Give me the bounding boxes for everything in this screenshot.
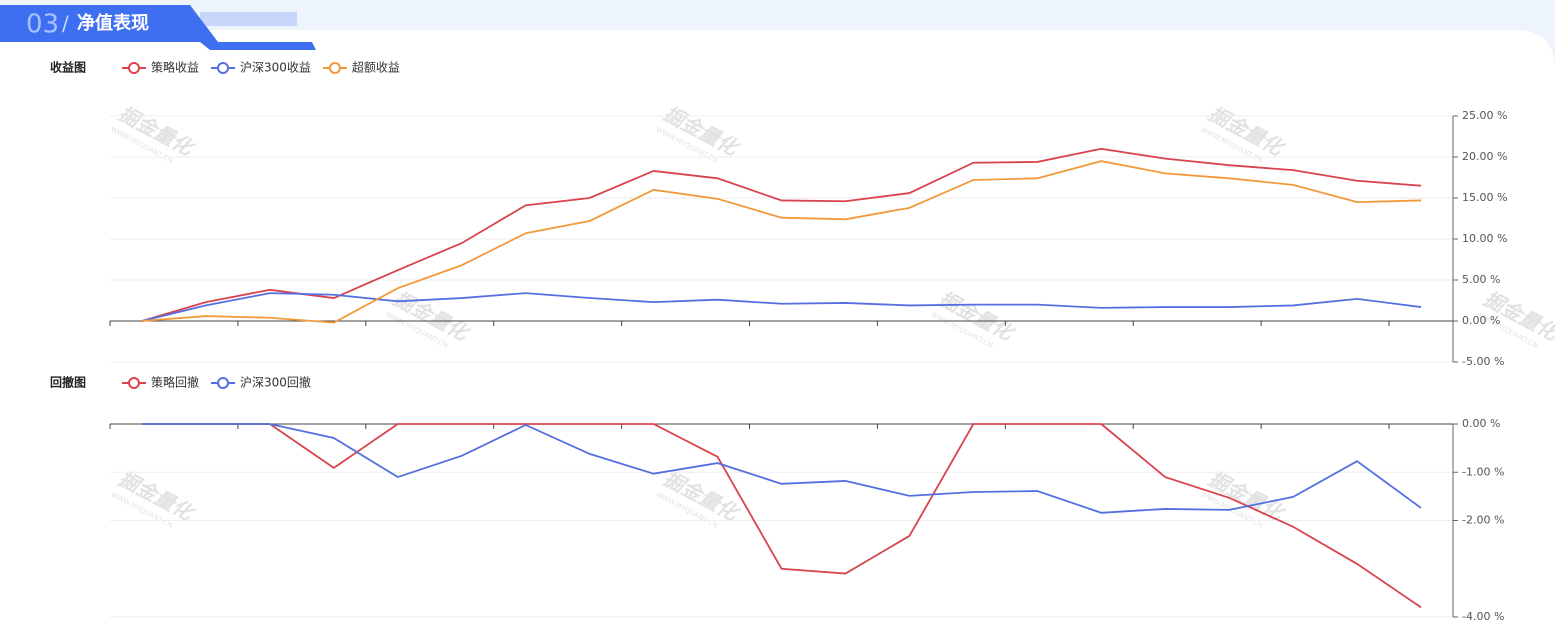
legend-label: 策略收益 (151, 60, 199, 75)
section-number: 03 (26, 10, 59, 40)
legend-marker (217, 377, 230, 389)
y-tick-label: -1.00 % (1462, 465, 1504, 478)
y-tick-label: 0.00 % (1462, 417, 1500, 430)
chart-title: 收益图 (50, 60, 86, 75)
tab-underline (200, 42, 316, 50)
y-tick-label: 0.00 % (1462, 314, 1500, 327)
series-line (141, 423, 1422, 514)
legend-label: 策略回撤 (151, 375, 199, 390)
y-tick-label: 25.00 % (1462, 109, 1507, 122)
y-tick-label: 15.00 % (1462, 191, 1507, 204)
y-tick-label: 20.00 % (1462, 150, 1507, 163)
series-line (141, 160, 1422, 324)
series-line (141, 147, 1422, 322)
section-title: 净值表现 (77, 12, 149, 34)
y-tick-label: -4.00 % (1462, 610, 1504, 623)
tab-accent (200, 12, 297, 26)
y-tick-label: -2.00 % (1462, 514, 1504, 527)
legend-marker (328, 62, 341, 74)
legend-marker (128, 377, 140, 389)
tab (0, 5, 218, 42)
legend-marker (217, 62, 230, 74)
legend-label: 超额收益 (352, 60, 400, 75)
legend-marker (128, 62, 140, 74)
series-line (141, 292, 1422, 322)
y-tick-label: -5.00 % (1462, 355, 1504, 368)
chart-title: 回撤图 (50, 375, 86, 390)
y-tick-label: 10.00 % (1462, 232, 1507, 245)
series-line (141, 423, 1422, 609)
section-separator: / (62, 12, 69, 36)
panel (0, 30, 1555, 624)
legend-label: 沪深300收益 (240, 61, 311, 75)
y-tick-label: 5.00 % (1462, 273, 1500, 286)
legend-label: 沪深300回撤 (240, 375, 311, 390)
